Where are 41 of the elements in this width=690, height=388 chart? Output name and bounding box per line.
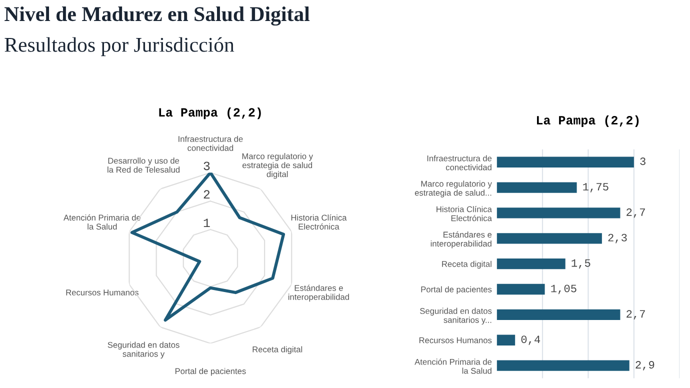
data-label: 2,7 <box>626 208 645 218</box>
text: Resultados por Jurisdicción <box>4 37 234 56</box>
text: Nivel de Madurez en Salud Digital <box>4 6 310 26</box>
y-tick-label: Infraestructura de conectividad <box>427 155 492 170</box>
spoke-label: Receta digital <box>252 346 302 354</box>
chart-title: La Pampa (2,2) <box>159 107 261 120</box>
y-tick-label: 3 <box>204 162 210 170</box>
y-tick-label: Atención Primaria de la Salud <box>414 358 492 374</box>
spoke-label: Estándares e interoperabilidad <box>288 284 349 302</box>
bar <box>496 208 620 218</box>
spoke-label: Historia Clínica Electrónica <box>291 214 347 230</box>
data-label: 3 <box>640 158 646 166</box>
data-label: 1,5 <box>572 259 590 269</box>
chart-title: La Pampa (2,2) <box>537 115 639 127</box>
y-tick-label: 1 <box>204 218 210 227</box>
bar <box>496 309 620 320</box>
bar <box>496 258 566 270</box>
data-label: 2,7 <box>626 310 645 320</box>
y-tick-label: Estándares e interoperabilidad <box>430 231 492 248</box>
bar <box>496 284 545 295</box>
bar <box>496 156 634 168</box>
data-label: 1,75 <box>583 183 608 192</box>
spoke-label: Seguridad en datos sanitarios y <box>108 342 180 358</box>
y-tick-label: Seguridad en datos sanitarios y... <box>420 308 492 325</box>
y-tick-label: Portal de pacientes <box>421 286 492 294</box>
spoke-label: Marco regulatorio y estrategia de salud digital <box>242 153 314 179</box>
y-tick-label: Marco regulatorio y estrategia de salud... <box>414 180 492 198</box>
y-tick-label: 2 <box>204 190 210 199</box>
spoke-label: Recursos Humanos <box>66 290 138 296</box>
data-label: 1,05 <box>551 284 576 294</box>
spoke-label: Desarrollo y uso de la Red de Telesalud <box>108 158 180 173</box>
data-label: 2,9 <box>636 361 654 370</box>
data-label: 2,3 <box>608 234 627 244</box>
y-tick-label: Recursos Humanos <box>419 337 492 344</box>
bar <box>496 233 602 244</box>
bar <box>496 182 577 193</box>
data-label: 0,4 <box>521 336 540 345</box>
bar <box>496 360 630 371</box>
y-tick-label: Receta digital <box>442 260 492 269</box>
y-tick-label: Historia Clínica Electrónica <box>436 206 492 222</box>
bar <box>496 334 516 346</box>
